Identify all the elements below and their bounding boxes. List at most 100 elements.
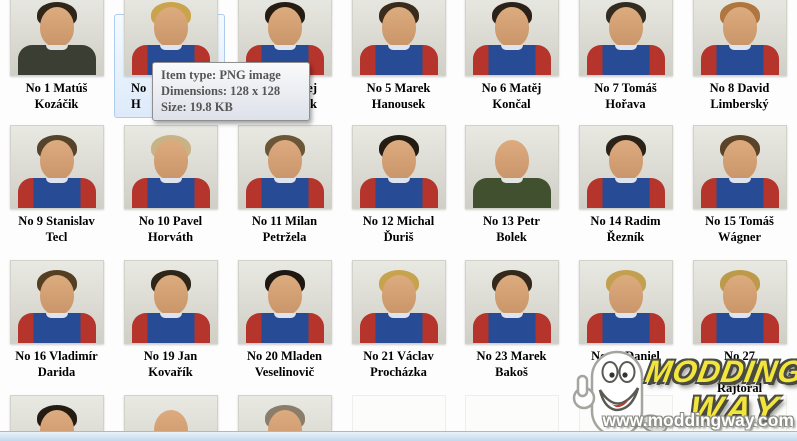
file-item[interactable]: No 13 Petr Bolek	[455, 125, 568, 245]
player-name-line: No 23 Marek	[476, 349, 547, 363]
player-face	[494, 140, 529, 180]
file-item[interactable]: No 27 Rajtoral	[683, 260, 796, 396]
window-bottom-edge	[0, 431, 797, 441]
file-item[interactable]: No 7 Tomáš Hořava	[569, 0, 682, 112]
player-face	[39, 275, 74, 315]
file-item[interactable]: No 8 David Limberský	[683, 0, 796, 112]
kit-collar	[159, 178, 182, 183]
player-thumbnail	[237, 125, 332, 209]
player-name-line: No 1 Matúš	[25, 81, 88, 95]
player-name-line: No 14 Radim	[590, 214, 661, 228]
player-face	[153, 140, 188, 180]
file-item[interactable]: No 26 DanielK	[569, 260, 682, 380]
kit-collar	[45, 45, 68, 50]
player-name-line: No 20 Mladen	[247, 349, 322, 363]
player-name-label: No 11 Milan Petržela	[228, 213, 341, 245]
player-thumbnail	[9, 125, 104, 209]
player-name-line: No	[131, 81, 147, 95]
player-name-line: No 8 David	[709, 81, 770, 95]
player-name-label: No 19 Jan Kovařík	[114, 348, 227, 380]
player-name-label: No 14 Radim Řezník	[569, 213, 682, 245]
player-name-label: No 9 Stanislav Tecl	[0, 213, 113, 245]
player-thumbnail	[578, 260, 673, 344]
player-kit	[700, 45, 779, 75]
player-thumbnail	[351, 0, 446, 76]
player-name-label: No 8 David Limberský	[683, 80, 796, 112]
player-name-label: No 27 Rajtoral	[683, 348, 796, 396]
kit-collar	[500, 178, 523, 183]
kit-collar	[728, 313, 751, 318]
player-name-line: No 21 Václav	[363, 349, 434, 363]
player-name-line: Wágner	[717, 230, 762, 244]
player-face	[608, 275, 643, 315]
player-name-line: Hořava	[605, 97, 646, 111]
file-item[interactable]: No 20 Mladen Veselinovič	[228, 260, 341, 380]
kit-collar	[614, 313, 637, 318]
kit-collar	[728, 45, 751, 50]
player-kit	[17, 45, 96, 75]
player-name-line: No 11 Milan	[251, 214, 318, 228]
player-kit	[472, 313, 551, 343]
player-name-line: Veselinovič	[254, 365, 315, 379]
player-face	[494, 275, 529, 315]
player-kit	[472, 45, 551, 75]
file-item[interactable]: No 12 Michal Ďuriš	[342, 125, 455, 245]
file-item[interactable]: No 11 Milan Petržela	[228, 125, 341, 245]
watermark-url: www.moddingway.com	[602, 410, 794, 430]
player-name-line: ej	[307, 81, 317, 95]
file-item[interactable]: No 10 Pavel Horváth	[114, 125, 227, 245]
kit-collar	[273, 313, 296, 318]
player-kit	[245, 178, 324, 208]
player-kit	[586, 313, 665, 343]
player-name-line: No 13 Petr	[483, 214, 540, 228]
kit-collar	[728, 178, 751, 183]
player-face	[267, 140, 302, 180]
kit-collar	[614, 45, 637, 50]
player-face	[608, 7, 643, 47]
player-name-line: Kozáčik	[34, 97, 79, 111]
player-thumbnail	[692, 260, 787, 344]
file-item[interactable]: No 14 Radim Řezník	[569, 125, 682, 245]
file-item[interactable]: No 21 Václav Procházka	[342, 260, 455, 380]
player-name-line: Rajtoral	[716, 381, 763, 395]
file-item[interactable]: No 15 Tomáš Wágner	[683, 125, 796, 245]
file-item[interactable]: No 6 Matěj Končal	[455, 0, 568, 112]
player-thumbnail	[578, 125, 673, 209]
player-face	[39, 140, 74, 180]
file-item[interactable]: No 16 Vladimír Darida	[0, 260, 113, 380]
player-face	[381, 140, 416, 180]
player-name-line: Řezník	[606, 230, 645, 244]
player-thumbnail	[351, 125, 446, 209]
kit-collar	[273, 178, 296, 183]
player-name-label: No 7 Tomáš Hořava	[569, 80, 682, 112]
kit-collar	[500, 45, 523, 50]
player-kit	[586, 178, 665, 208]
file-item[interactable]: No 1 Matúš Kozáčik	[0, 0, 113, 112]
player-face	[39, 7, 74, 47]
player-kit	[700, 178, 779, 208]
tooltip-size: Size: 19.8 KB	[161, 100, 233, 114]
player-face	[722, 140, 757, 180]
file-item[interactable]: No 5 Marek Hanousek	[342, 0, 455, 112]
player-thumbnail	[464, 0, 559, 76]
player-face	[153, 7, 188, 47]
player-name-line: No 15 Tomáš	[705, 214, 774, 228]
tooltip-dimensions: Dimensions: 128 x 128	[161, 84, 281, 98]
player-name-line: Ďuriš	[383, 230, 414, 244]
player-thumbnail	[9, 0, 104, 76]
player-name-label: No 20 Mladen Veselinovič	[228, 348, 341, 380]
file-item[interactable]: No 19 Jan Kovařík	[114, 260, 227, 380]
kit-collar	[387, 178, 410, 183]
player-face	[722, 275, 757, 315]
player-name-line: No 7 Tomáš	[594, 81, 657, 95]
player-name-label: No 10 Pavel Horváth	[114, 213, 227, 245]
player-thumbnail	[464, 260, 559, 344]
kit-collar	[387, 45, 410, 50]
player-name-line: Darida	[37, 365, 76, 379]
player-kit	[131, 178, 210, 208]
file-item[interactable]: No 9 Stanislav Tecl	[0, 125, 113, 245]
player-name-line: No 19 Jan	[143, 349, 198, 363]
player-kit	[586, 45, 665, 75]
file-item[interactable]: No 23 Marek Bakoš	[455, 260, 568, 380]
player-name-line: Končal	[492, 97, 531, 111]
